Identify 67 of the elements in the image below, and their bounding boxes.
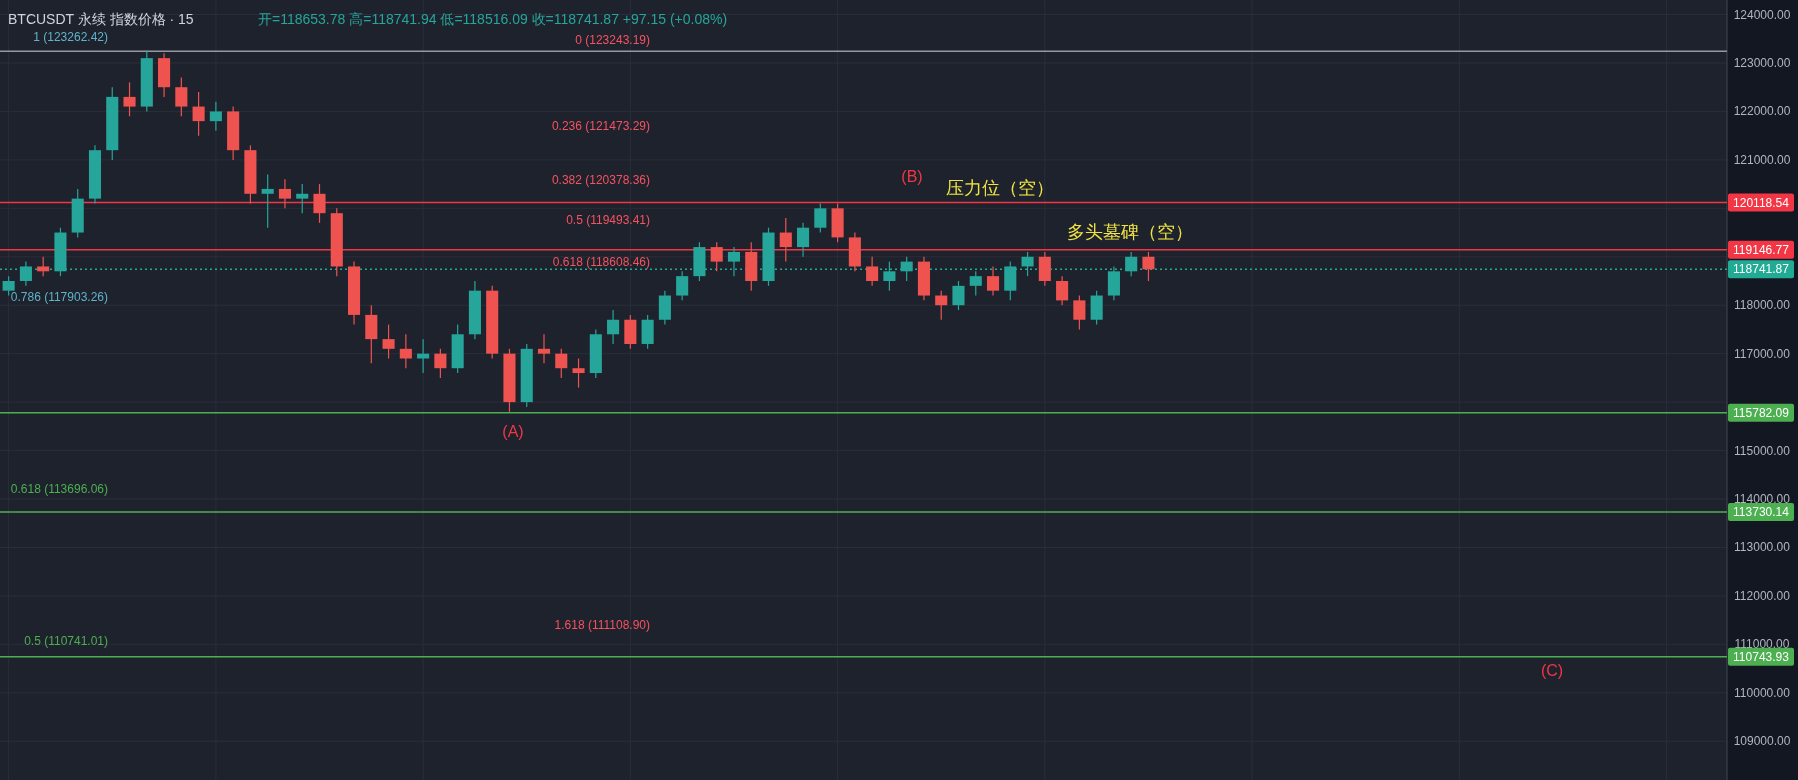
ref-line-label: 113730.14 bbox=[1733, 505, 1790, 520]
y-tick-label: 111000.00 bbox=[1734, 637, 1790, 652]
candlestick bbox=[1073, 294, 1086, 331]
candlestick bbox=[555, 348, 568, 379]
candlestick bbox=[1056, 275, 1069, 306]
annotation: 压力位（空） bbox=[946, 178, 1054, 198]
annotation: (C) bbox=[1540, 662, 1564, 679]
annotation: (A) bbox=[502, 423, 524, 440]
candlestick bbox=[1125, 251, 1138, 277]
y-tick-label: 123000.00 bbox=[1733, 55, 1791, 70]
candlestick bbox=[399, 333, 412, 369]
annotation: (B) bbox=[901, 168, 923, 185]
candlestick bbox=[814, 202, 827, 234]
ref-line-label: 115782.09 bbox=[1733, 405, 1790, 420]
y-tick-label: 113000.00 bbox=[1734, 540, 1791, 555]
text: 开=118653.78 高=118741.94 低=118516.09 收=118741.87 +97.15 (+0.08%) bbox=[258, 11, 728, 27]
candlestick bbox=[676, 270, 689, 301]
y-tick-label: 117000.00 bbox=[1734, 346, 1791, 361]
candlestick bbox=[797, 222, 810, 258]
candlestick bbox=[192, 91, 205, 137]
candlestick bbox=[710, 241, 723, 272]
candlestick bbox=[935, 290, 948, 321]
ref-line-label: 119146.77 bbox=[1733, 242, 1790, 257]
candlestick bbox=[779, 217, 792, 263]
y-tick-label: 118000.00 bbox=[1734, 298, 1791, 313]
annotation: 0.5 (119493.41) bbox=[566, 213, 650, 227]
y-tick-label: 121000.00 bbox=[1733, 152, 1791, 167]
candlestick bbox=[417, 338, 430, 374]
candlestick bbox=[1142, 251, 1155, 282]
candlestick bbox=[986, 265, 1000, 297]
y-tick-label: 122000.00 bbox=[1733, 104, 1791, 119]
annotation: 1 (123262.42) bbox=[33, 30, 108, 44]
ref-line-label: 110743.93 bbox=[1733, 649, 1790, 664]
candlestick bbox=[19, 261, 32, 287]
candlestick bbox=[434, 348, 447, 379]
y-tick-label: 110000.00 bbox=[1734, 685, 1791, 700]
candlestick bbox=[123, 81, 136, 117]
annotation: 0.236 (121473.29) bbox=[551, 119, 650, 133]
annotation: 0.382 (120378.36) bbox=[551, 173, 650, 187]
annotation: 0.618 (113696.06) bbox=[10, 482, 108, 496]
candlestick bbox=[537, 333, 551, 364]
y-tick-label: 109000.00 bbox=[1733, 734, 1791, 749]
y-tick-label: 124000.00 bbox=[1733, 7, 1791, 22]
candlestick bbox=[175, 76, 188, 117]
ref-line-label: 118741.87 bbox=[1733, 262, 1790, 277]
annotation: 0.618 (118608.46) bbox=[552, 255, 650, 269]
text: BTCUSDT 永续 指数价格 · 15 bbox=[8, 11, 194, 27]
candlestick bbox=[382, 324, 395, 360]
candlestick bbox=[572, 357, 585, 389]
candlestick bbox=[278, 178, 291, 209]
candlestick bbox=[952, 280, 965, 311]
y-tick-label: 114000.00 bbox=[1734, 492, 1791, 507]
annotation: 0.786 (117903.26) bbox=[10, 290, 108, 304]
annotation: 0 (123243.19) bbox=[575, 33, 650, 47]
y-tick-label: 112000.00 bbox=[1734, 588, 1791, 603]
ref-line-label: 120118.54 bbox=[1733, 195, 1790, 210]
candlestick bbox=[37, 256, 50, 277]
annotation: 多头墓碑（空） bbox=[1067, 222, 1193, 242]
annotation: 1.618 (111108.90) bbox=[554, 618, 650, 632]
y-tick-label: 115000.00 bbox=[1734, 443, 1791, 458]
candlestick bbox=[607, 309, 620, 345]
candlestick bbox=[261, 173, 274, 229]
candlestick bbox=[296, 183, 309, 214]
candlestick bbox=[866, 256, 879, 287]
candlestick bbox=[209, 101, 222, 132]
candlestick bbox=[313, 183, 326, 224]
annotation: 0.5 (110741.01) bbox=[24, 634, 108, 648]
